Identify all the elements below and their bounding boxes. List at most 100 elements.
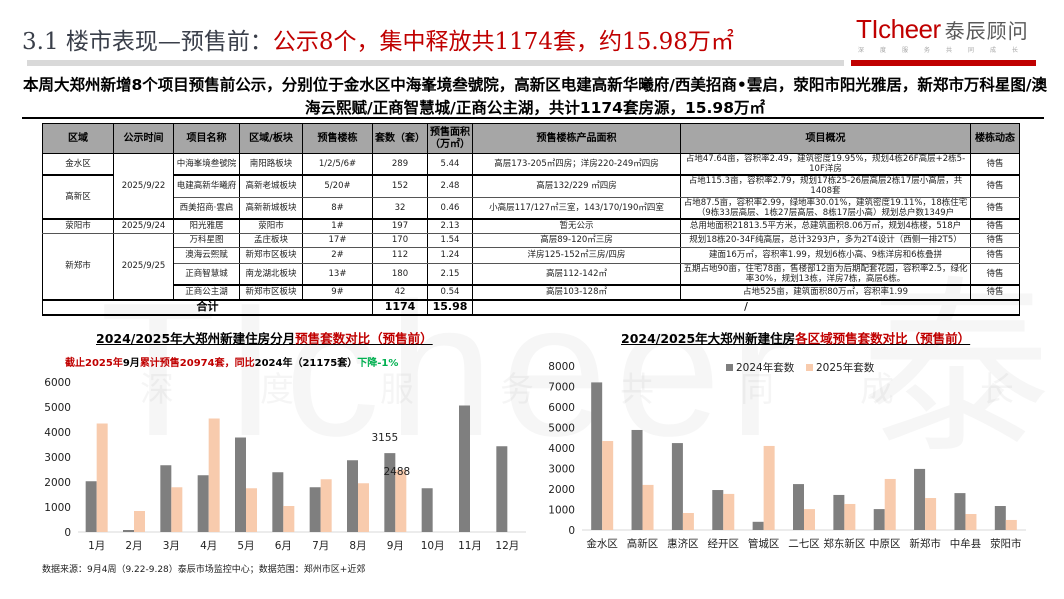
bar xyxy=(833,494,845,530)
table-row: 荥阳市 2025/9/24 阳光雅居 荥阳市 1# 197 2.13 暂无公示 … xyxy=(42,218,1020,234)
date-cell: 2025/9/22 xyxy=(113,153,174,220)
x-category-label: 中牟县 xyxy=(950,537,982,550)
bar xyxy=(994,506,1006,530)
legend-label: 2024年套数 xyxy=(736,361,795,374)
y-tick-label: 1000 xyxy=(44,502,71,514)
status-cell: 待售 xyxy=(970,262,1020,285)
building-cell: 5/20# xyxy=(302,174,373,198)
bar xyxy=(914,468,926,530)
title-highlight: 公示8个，集中释放共1174套，约15.98万㎡ xyxy=(272,29,734,55)
overview-cell: 占地47.64亩，容积率2.49，建筑密度19.95%，规划4栋26F高层+2栋… xyxy=(680,153,971,176)
bar xyxy=(395,469,407,532)
x-category-label: 10月 xyxy=(421,540,445,552)
cum-part: 截止2025年 xyxy=(65,358,123,369)
y-tick-label: 6000 xyxy=(548,402,575,414)
bar xyxy=(804,509,815,530)
bar xyxy=(459,405,470,532)
cum-part: 2024年（21175套） xyxy=(254,358,358,369)
project-cell: 电建高新华曦府 xyxy=(173,174,240,198)
bar xyxy=(123,530,134,532)
y-tick-label: 4000 xyxy=(548,443,575,455)
x-category-label: 4月 xyxy=(200,540,217,552)
legend-label: 2025年套数 xyxy=(816,361,875,374)
bar xyxy=(723,493,735,530)
overview-cell: 占地525亩，建筑面积80万㎡，容积率1.99 xyxy=(680,283,971,300)
building-cell: 13# xyxy=(302,262,373,285)
bar xyxy=(246,488,257,532)
building-cell: 1# xyxy=(302,218,373,234)
bar xyxy=(591,382,603,530)
y-tick-label: 7000 xyxy=(548,382,575,394)
bar xyxy=(793,484,804,530)
bar xyxy=(631,429,643,530)
table-row: 正商公主湖 新郑市区板块 9# 42 0.54 高层103-128㎡ 占地525… xyxy=(43,283,1020,300)
block-cell: 高新新城板块 xyxy=(239,196,303,220)
area-cell: 1.24 xyxy=(427,246,473,264)
total-rest: / xyxy=(472,298,1020,316)
x-category-label: 2月 xyxy=(125,540,142,552)
bar xyxy=(642,484,654,530)
units-cell: 42 xyxy=(372,283,428,300)
area-cell: 0.54 xyxy=(427,283,473,300)
district-cell: 金水区 xyxy=(42,153,114,176)
project-cell: 万科星图 xyxy=(173,232,240,248)
bar xyxy=(272,472,284,532)
logo-en: TIcheer xyxy=(856,14,941,44)
project-cell: 西美招商·雲启 xyxy=(173,196,240,220)
date-cell: 2025/9/24 xyxy=(113,218,174,234)
bar xyxy=(235,437,246,532)
title-underline-bar xyxy=(27,60,844,66)
units-cell: 170 xyxy=(372,232,428,248)
right-chart-title-red: 各区域预售套数对比（预售前） xyxy=(795,331,971,346)
header-cell: 楼栋动态 xyxy=(970,123,1020,154)
table-row: 澳海云熙赋 新郑市区板块 2# 112 1.24 洋房125-152㎡三房/四房… xyxy=(43,246,1020,264)
bar xyxy=(320,479,332,532)
header-cell: 预售楼栋 xyxy=(302,123,373,154)
x-category-label: 高新区 xyxy=(627,537,659,550)
project-table: 区域 公示时间 项目名称 区域/板块 预售楼栋 套数（套） 预售面积（万㎡） 预… xyxy=(42,123,1020,316)
product-cell: 洋房125-152㎡三房/四房 xyxy=(472,246,681,264)
table-row: 高新区 电建高新华曦府 高新老城板块 5/20# 152 2.48 高层132/… xyxy=(42,174,1020,220)
header-cell: 项目概况 xyxy=(680,123,971,154)
y-tick-label: 2000 xyxy=(44,477,71,489)
block-cell: 荥阳市 xyxy=(239,218,303,234)
right-chart-title-black: 2024/2025年大郑州新建住房 xyxy=(621,331,796,346)
bar xyxy=(384,453,396,532)
status-cell: 待售 xyxy=(970,153,1020,176)
x-category-label: 二七区 xyxy=(788,538,820,550)
units-cell: 112 xyxy=(372,246,428,264)
date-cell: 2025/9/25 xyxy=(113,232,174,300)
logo-tagline: 深度服务共同成长 xyxy=(858,47,1035,54)
building-cell: 1/2/5/6# xyxy=(302,153,373,176)
overview-cell: 占地87.5亩，容积率2.99，绿地率30.01%，建筑密度19.11%，18栋… xyxy=(680,196,971,220)
product-cell: 小高层117/127㎡三室，143/170/190㎡四室 xyxy=(472,196,681,220)
product-cell: 高层173-205㎡四房；洋房220-249㎡四房 xyxy=(472,153,681,176)
bar xyxy=(925,498,937,530)
logo: TIcheer 泰辰顾问 深度服务共同成长 xyxy=(856,14,1052,54)
area-cell: 5.44 xyxy=(427,153,473,176)
block-cell: 南龙湖北板块 xyxy=(239,262,303,285)
bar xyxy=(496,446,508,532)
bar xyxy=(197,475,209,532)
product-cell: 高层132/229 ㎡四房 xyxy=(472,174,681,198)
x-category-label: 3月 xyxy=(163,540,180,552)
block-cell: 新郑市区板块 xyxy=(239,283,303,300)
header-cell: 套数（套） xyxy=(372,123,428,154)
units-cell: 32 xyxy=(372,196,428,220)
project-cell: 中海峯境叁號院 xyxy=(173,153,240,176)
logo-cn: 泰辰顾问 xyxy=(944,19,1029,43)
left-chart-title-red: 预售套数对比（预售前） xyxy=(295,331,433,346)
project-cell: 阳光雅居 xyxy=(173,218,240,234)
total-units: 1174 xyxy=(372,298,428,316)
bar xyxy=(1005,519,1017,530)
bar xyxy=(873,509,885,530)
area-cell: 2.48 xyxy=(427,174,473,198)
product-cell: 高层103-128㎡ xyxy=(472,283,681,300)
project-cell: 正商智慧城 xyxy=(173,262,240,285)
title-prefix: 3.1 楼市表现—预售前： xyxy=(22,29,273,55)
cum-part: 累计预售20974套，同比 xyxy=(139,358,255,369)
logo-underline-bar xyxy=(851,60,1036,66)
y-tick-label: 3000 xyxy=(548,464,575,476)
y-tick-label: 8000 xyxy=(548,361,575,373)
overview-cell: 总用地面积21813.5平方米，总建筑面积8.06万㎡，规划4栋楼，518户 xyxy=(680,218,971,234)
